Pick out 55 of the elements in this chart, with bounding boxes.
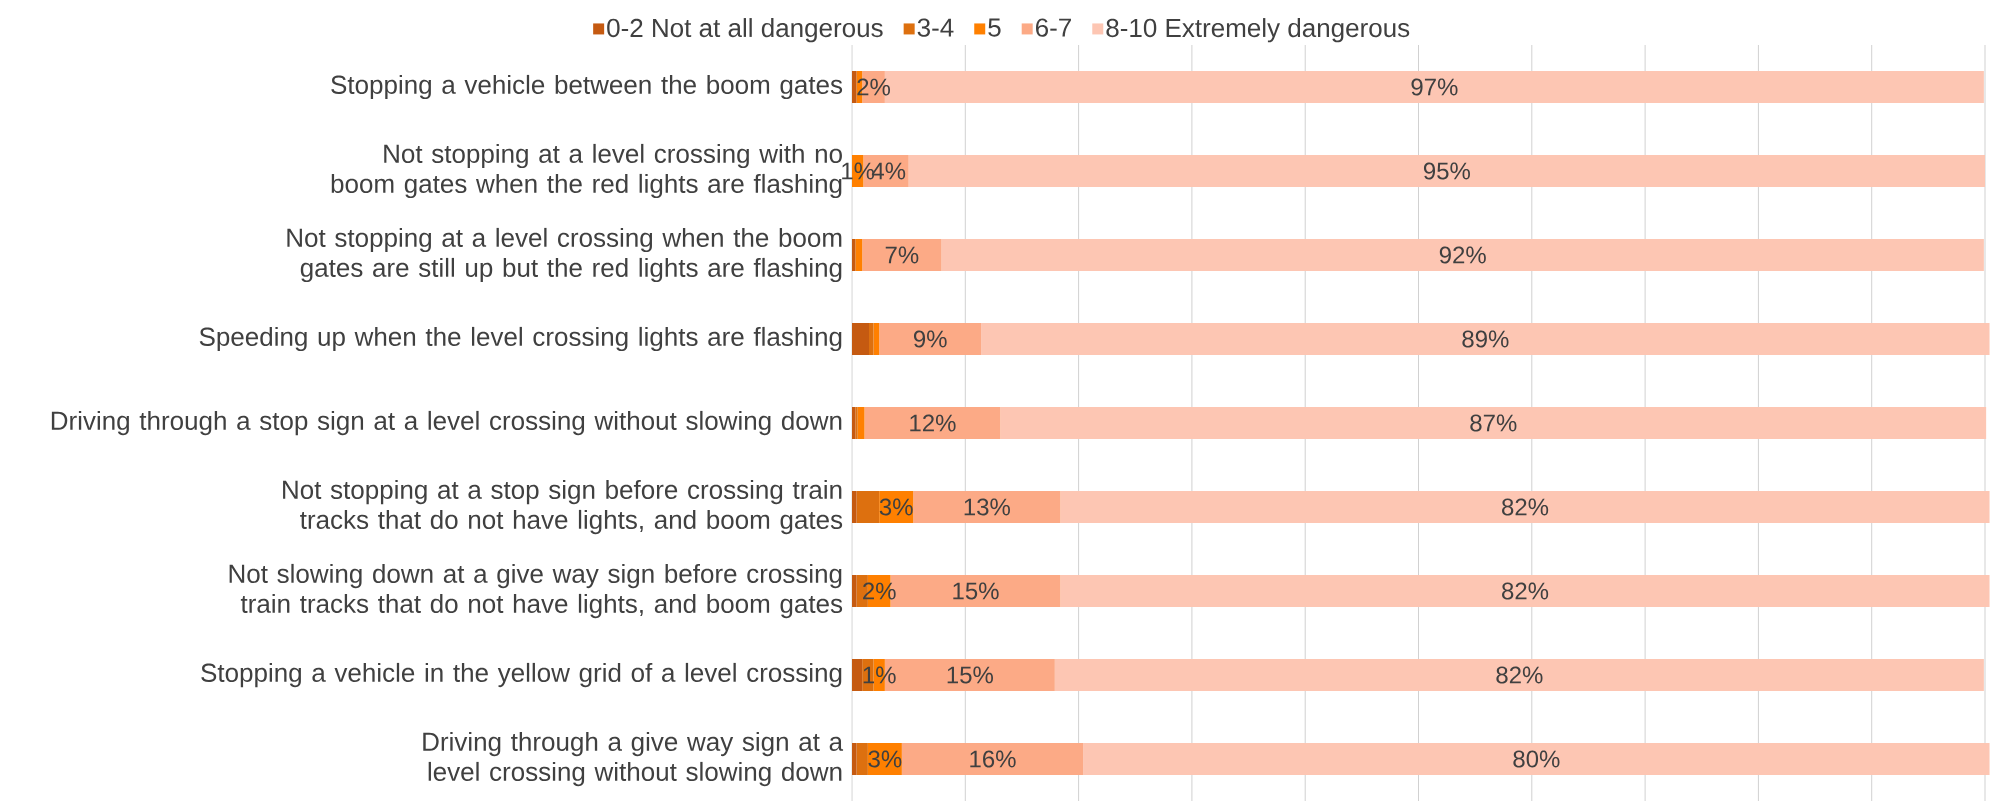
y-tick-label: Stopping a vehicle between the boom gates (331, 74, 843, 100)
legend-label: 3-4 (917, 18, 954, 37)
data-label: 82% (1496, 666, 1543, 684)
y-tick-label: Not stopping at a stop sign before crossing train tracks that do not have lights, and boom gates (283, 479, 843, 535)
bar (879, 323, 982, 356)
y-tick-label: Not stopping at a level crossing when the boom gates are still up but the red lights are flashing (287, 227, 842, 283)
data-label: 3% (868, 750, 902, 768)
data-label: 13% (964, 498, 1010, 516)
data-label: 80% (1513, 750, 1560, 768)
y-tick-label: Driving through a give way sign at a level crossing without slowing down (423, 731, 844, 787)
legend-label: 6-7 (1036, 18, 1071, 37)
bar (852, 323, 869, 356)
bar (855, 239, 863, 272)
bar (852, 71, 857, 104)
legend-label: 0-2 Not at all dangerous (607, 18, 883, 43)
bar (901, 743, 1084, 776)
data-label: 82% (1502, 498, 1549, 516)
bar (1060, 575, 1990, 608)
bar (913, 491, 1061, 524)
data-label: 3% (879, 498, 913, 516)
bar (856, 491, 880, 524)
bar (862, 239, 942, 272)
data-label: 12% (910, 414, 956, 432)
data-label: 97% (1411, 78, 1458, 96)
bar (856, 743, 868, 776)
bar (941, 239, 1984, 272)
legend-label: 8-10 Extremely dangerous (1106, 18, 1410, 43)
data-label: 89% (1462, 330, 1509, 348)
bar (1054, 659, 1984, 692)
bar (908, 155, 1986, 188)
y-tick-label: Not stopping at a level crossing with no boom gates when the red lights are flashing (331, 143, 842, 199)
data-label: 95% (1423, 162, 1470, 180)
data-label: 87% (1470, 414, 1517, 432)
data-label: 92% (1439, 246, 1486, 264)
bar (852, 491, 857, 524)
bar (852, 575, 857, 608)
y-tick-label: Driving through a stop sign at a level crossing without slowing down (51, 410, 842, 436)
bar (852, 659, 863, 692)
data-label: 7% (885, 246, 919, 264)
y-tick-label: Stopping a vehicle in the yellow grid of a level crossing (201, 662, 842, 688)
y-tick-label: Not slowing down at a give way sign before crossing train tracks that do not have lights, and boom gates (229, 563, 843, 619)
data-label: 16% (970, 750, 1016, 768)
bar (852, 743, 857, 776)
bar (869, 323, 874, 356)
data-label: 15% (953, 582, 999, 600)
data-label: 82% (1502, 582, 1549, 600)
bar (1083, 743, 1990, 776)
bar (1000, 407, 1987, 440)
bar (864, 407, 1001, 440)
bar (981, 323, 1990, 356)
legend-label: 5 (988, 18, 1001, 37)
data-label: 15% (947, 666, 993, 684)
y-tick-label: Speeding up when the level crossing lights are flashing (199, 326, 842, 352)
data-label: 9% (913, 330, 947, 348)
bar (1060, 491, 1990, 524)
